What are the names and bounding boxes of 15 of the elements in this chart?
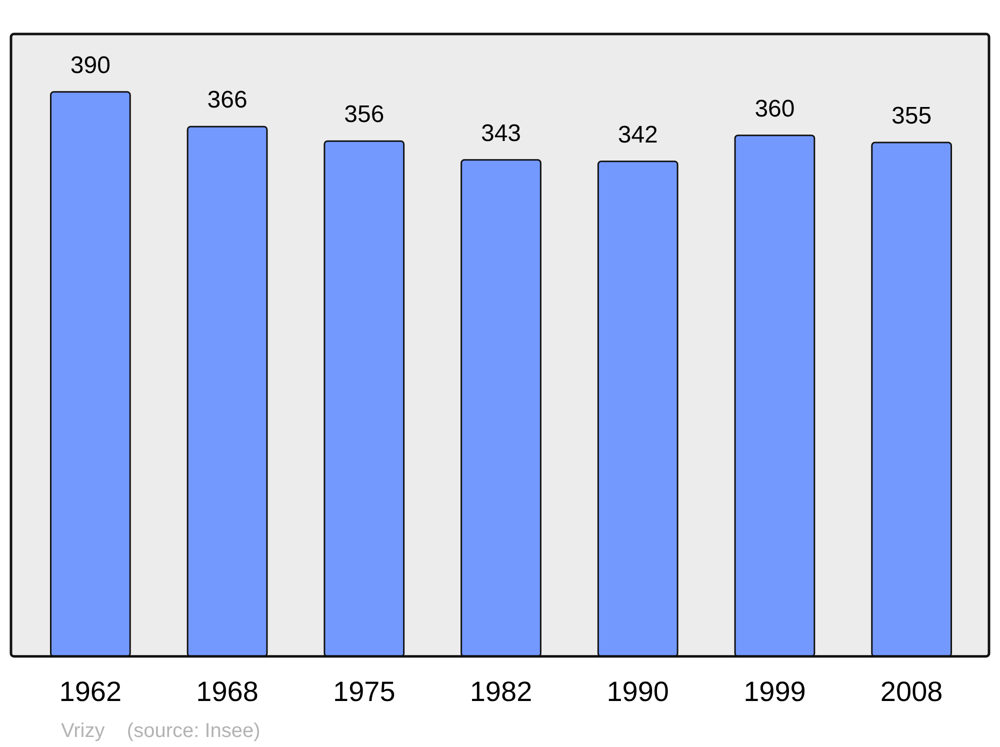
x-tick-label: 2008	[880, 676, 943, 707]
x-tick-label: 1999	[744, 676, 806, 707]
x-tick-label: 1982	[470, 676, 532, 707]
x-tick-label: 1968	[196, 676, 258, 707]
data-label: 355	[892, 102, 932, 130]
text: Vrizy (source: Insee)	[61, 719, 260, 743]
data-label: 356	[344, 101, 384, 128]
x-tick-label: 1962	[59, 676, 122, 707]
x-tick-label: 1990	[606, 676, 670, 707]
data-label: 360	[754, 95, 795, 122]
data-label: 366	[207, 86, 248, 114]
x-tick-label: 1975	[332, 676, 396, 707]
data-label: 342	[618, 121, 658, 148]
data-label: 390	[70, 52, 110, 79]
data-label: 343	[480, 120, 522, 147]
